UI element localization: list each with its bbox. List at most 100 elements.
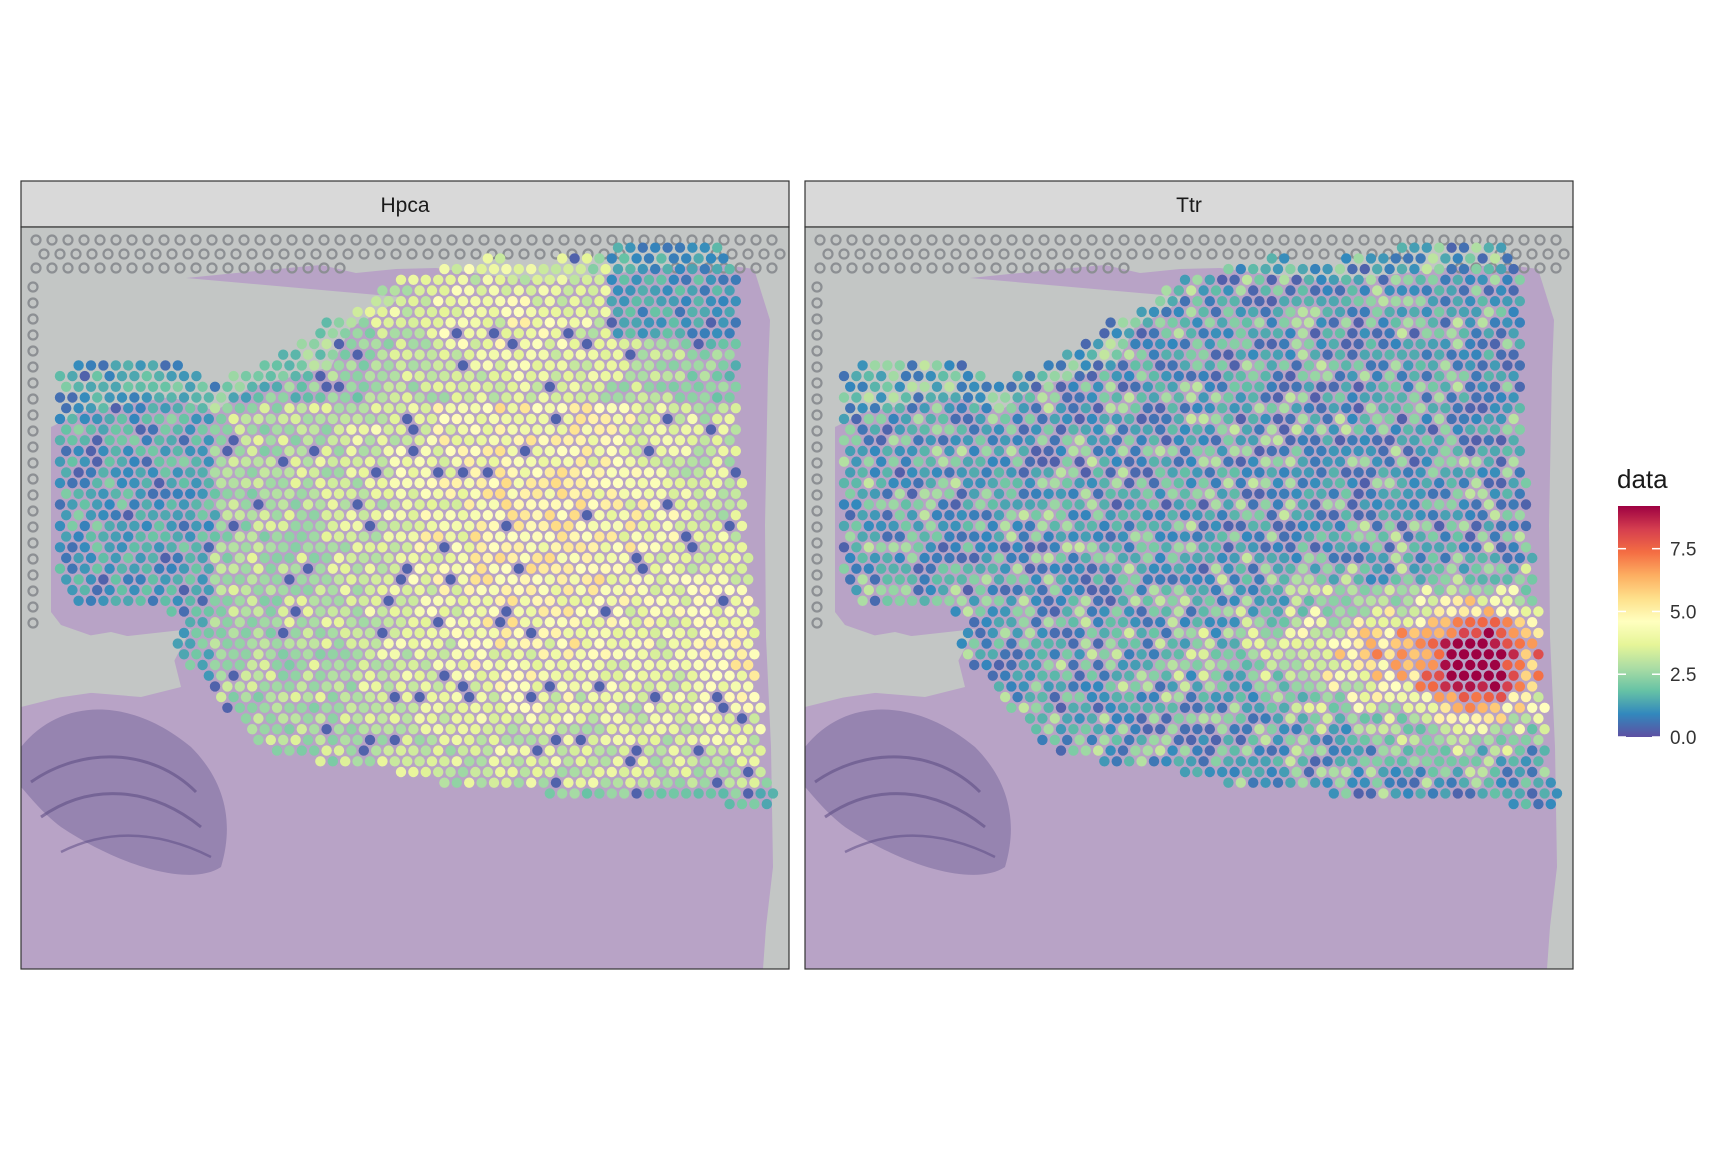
data-spot xyxy=(1384,499,1395,510)
data-spot xyxy=(1204,724,1216,735)
data-spot xyxy=(1396,242,1408,253)
data-spot xyxy=(1372,627,1383,639)
data-spot xyxy=(234,681,245,692)
data-spot xyxy=(532,467,543,478)
data-spot xyxy=(526,413,537,425)
data-spot xyxy=(1502,360,1513,371)
data-spot xyxy=(154,392,165,403)
data-spot xyxy=(526,520,537,532)
data-spot xyxy=(656,253,667,264)
data-spot xyxy=(662,392,673,403)
data-spot xyxy=(209,617,221,628)
data-spot xyxy=(705,360,717,371)
data-spot xyxy=(581,510,593,521)
data-spot xyxy=(1111,370,1123,382)
data-spot xyxy=(662,477,673,489)
data-spot xyxy=(1142,360,1154,371)
data-spot xyxy=(1093,552,1104,564)
data-spot xyxy=(606,445,617,457)
data-spot xyxy=(1024,392,1036,403)
data-spot xyxy=(1105,360,1116,371)
data-spot xyxy=(681,574,692,585)
data-spot xyxy=(944,488,955,499)
data-spot xyxy=(1266,467,1278,478)
data-spot xyxy=(1272,584,1284,596)
data-spot xyxy=(284,381,295,392)
data-spot xyxy=(1285,649,1296,660)
data-spot xyxy=(476,499,487,510)
data-spot xyxy=(1217,338,1228,350)
data-spot xyxy=(1161,456,1172,467)
fiducial-spot xyxy=(942,234,954,246)
data-spot xyxy=(216,499,227,510)
data-spot xyxy=(253,713,264,724)
data-spot xyxy=(557,574,568,585)
data-spot xyxy=(185,445,196,457)
data-spot xyxy=(464,756,475,767)
data-spot xyxy=(1403,274,1414,285)
data-spot xyxy=(1136,370,1147,382)
data-spot xyxy=(377,349,388,360)
data-spot xyxy=(1471,584,1482,596)
data-spot xyxy=(346,403,357,414)
data-spot xyxy=(550,563,562,574)
data-spot xyxy=(1489,381,1501,392)
data-spot xyxy=(333,403,345,414)
data-spot xyxy=(123,510,134,521)
data-spot xyxy=(962,370,974,382)
data-spot xyxy=(569,702,580,713)
fiducial-spot xyxy=(950,248,962,260)
data-spot xyxy=(160,552,171,564)
data-spot xyxy=(594,659,605,671)
data-spot xyxy=(643,724,655,735)
data-spot xyxy=(1000,520,1011,532)
data-spot xyxy=(1328,595,1340,606)
data-spot xyxy=(1365,766,1377,778)
data-spot xyxy=(166,584,177,596)
data-spot xyxy=(445,510,456,521)
data-spot xyxy=(1155,488,1166,499)
data-spot xyxy=(944,424,955,435)
data-spot xyxy=(178,435,190,446)
data-spot xyxy=(925,456,936,467)
data-spot xyxy=(1198,691,1209,703)
data-spot xyxy=(993,531,1005,542)
data-spot xyxy=(1161,649,1172,660)
data-spot xyxy=(1322,670,1333,681)
data-spot xyxy=(606,574,617,585)
data-spot xyxy=(1068,574,1079,585)
data-spot xyxy=(1421,777,1433,788)
fiducial-spot xyxy=(1094,248,1106,260)
data-spot xyxy=(1217,488,1228,499)
data-spot xyxy=(925,435,936,446)
data-spot xyxy=(730,766,741,778)
data-spot xyxy=(1272,306,1284,318)
data-spot xyxy=(408,702,419,713)
data-spot xyxy=(1012,520,1023,532)
data-spot xyxy=(594,617,605,628)
data-spot xyxy=(544,445,555,457)
data-spot xyxy=(668,531,679,542)
data-spot xyxy=(950,606,961,617)
data-spot xyxy=(857,488,868,499)
data-spot xyxy=(888,477,899,489)
fiducial-spot xyxy=(318,262,330,274)
data-spot xyxy=(944,574,955,585)
data-spot xyxy=(557,445,568,457)
data-spot xyxy=(1161,520,1172,532)
data-spot xyxy=(981,445,992,457)
data-spot xyxy=(1378,595,1389,606)
data-spot xyxy=(1533,756,1544,767)
data-spot xyxy=(1452,488,1464,499)
data-spot xyxy=(563,584,574,596)
data-spot xyxy=(1291,445,1302,457)
data-spot xyxy=(532,317,543,328)
data-spot xyxy=(1055,617,1067,628)
data-spot xyxy=(185,403,196,414)
fiducial-spot xyxy=(1134,234,1146,246)
data-spot xyxy=(1527,745,1538,756)
data-spot xyxy=(352,499,363,510)
data-spot xyxy=(1446,520,1457,532)
data-spot xyxy=(1055,659,1067,671)
data-spot xyxy=(643,403,655,414)
